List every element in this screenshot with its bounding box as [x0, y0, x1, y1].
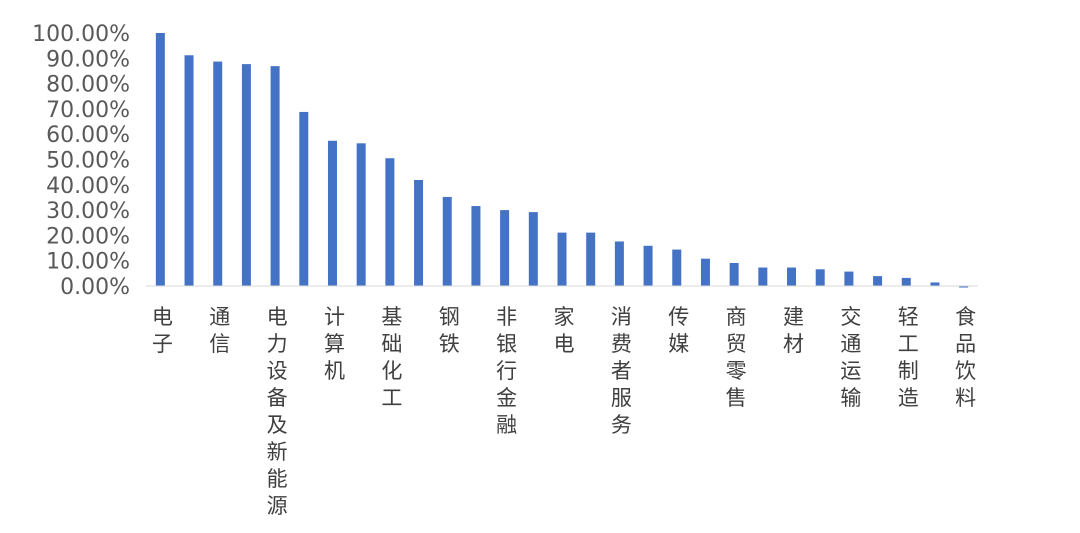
y-tick-label: 100.00% [32, 22, 130, 47]
bar [643, 245, 653, 286]
x-tick-label: 电力设备及新能源 [267, 305, 288, 518]
bar [844, 271, 854, 286]
bar [213, 61, 223, 286]
bar [614, 241, 624, 286]
bars [155, 33, 969, 288]
bar [327, 140, 337, 286]
bar [672, 249, 682, 286]
bar [270, 66, 280, 286]
bar [873, 276, 883, 286]
bar [184, 55, 194, 286]
bar [959, 286, 969, 288]
x-tick-label: 家电 [554, 305, 575, 356]
bar [557, 232, 567, 286]
x-tick-label: 电子 [152, 305, 173, 356]
y-tick-label: 0.00% [60, 275, 130, 300]
bar [299, 111, 309, 286]
bar [385, 158, 395, 286]
bar [729, 262, 739, 286]
bar [471, 206, 481, 286]
bar [442, 196, 452, 286]
bar [155, 33, 165, 286]
x-tick-label: 通信 [209, 305, 230, 356]
bar [241, 64, 251, 286]
bar [787, 267, 797, 286]
x-tick-label: 商贸零售 [726, 305, 747, 410]
x-tick-label: 钢铁 [439, 305, 460, 356]
y-tick-label: 70.00% [46, 98, 130, 123]
y-tick-label: 10.00% [46, 250, 130, 275]
x-tick-label: 交通运输 [840, 305, 861, 410]
x-tick-label: 轻工制造 [898, 305, 919, 410]
bar [356, 143, 366, 286]
y-tick-label: 90.00% [46, 47, 130, 72]
x-tick-label: 计算机 [324, 305, 345, 383]
bar [930, 282, 940, 286]
x-tick-label: 基础化工 [381, 305, 402, 410]
y-tick-label: 20.00% [46, 224, 130, 249]
x-tick-label: 食品饮料 [955, 305, 976, 410]
bar [815, 269, 825, 286]
bar [758, 267, 768, 286]
y-tick-label: 30.00% [46, 199, 130, 224]
x-tick-label: 建材 [783, 305, 804, 356]
bar [586, 232, 596, 286]
bar [500, 210, 510, 286]
bar [528, 212, 538, 286]
bar [414, 179, 424, 286]
y-tick-label: 60.00% [46, 123, 130, 148]
y-tick-label: 80.00% [46, 73, 130, 98]
bar [700, 258, 710, 286]
x-tick-label: 非银行金融 [496, 305, 517, 437]
x-tick-label: 传媒 [668, 305, 689, 356]
bar [901, 277, 911, 286]
y-tick-label: 40.00% [46, 174, 130, 199]
y-axis: 0.00%10.00%20.00%30.00%40.00%50.00%60.00… [32, 22, 130, 300]
x-tick-label: 消费者服务 [611, 305, 632, 437]
y-tick-label: 50.00% [46, 149, 130, 174]
